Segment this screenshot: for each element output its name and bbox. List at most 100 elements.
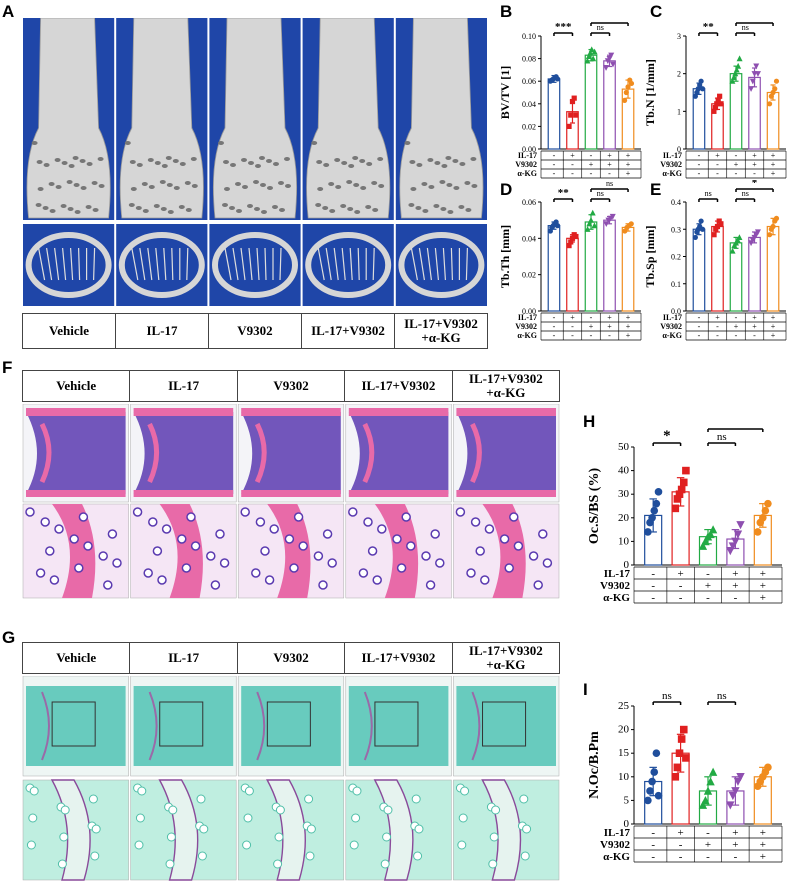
chart-tb-sp: Tb.Sp [mm]0.00.10.20.30.4ns ns*IL-17- + - + +… [643,180,787,341]
data-point [652,749,661,757]
trabecular-pore [464,181,471,185]
data-point [764,763,772,772]
data-point [591,222,598,229]
data-point [675,749,684,757]
cross-section-trabecula [442,247,446,281]
trabecular-pore [185,208,192,212]
he-marrow [348,412,449,494]
trabecular-pore [427,158,434,162]
factor-sign: + [607,151,612,160]
trap-tissue [241,686,341,766]
data-point [571,95,577,101]
factor-sign: + [626,322,631,331]
trabecular-pore [341,161,348,165]
trabecular-pore [410,187,417,191]
trabecular-pore [173,186,180,190]
trabecular-pore [285,184,291,188]
he-adipocyte [401,512,411,522]
trap-marrow-space [352,786,362,796]
factor-sign: - [735,169,738,178]
he-adipocyte [513,541,524,551]
he-adipocyte [284,534,295,544]
y-tick-label: 0.02 [522,271,536,280]
data-point [603,221,610,227]
y-tick-label: 0.0 [671,307,681,316]
y-tick-label: 50 [618,441,630,453]
trabecular-pore [279,208,285,212]
he-adipocyte [533,580,543,590]
data-point [761,506,770,515]
cross-section-cortex [212,232,298,298]
trabecular-pore [446,183,453,187]
factor-sign: + [760,851,766,863]
cross-section-trabecula [139,247,146,281]
he-adipocyte [83,541,93,551]
data-point [713,226,719,232]
factor-sign: - [706,568,710,580]
trap-marrow-space [522,824,532,834]
he-adipocyte [152,546,163,556]
he-adipocyte [219,558,230,568]
cross-section-trabecula [372,247,375,281]
y-tick-label: 0.00 [522,145,536,154]
factor-sign: - [590,169,593,178]
y-tick-label: 0.04 [522,234,536,243]
data-point [729,247,736,254]
factor-sign: + [626,160,631,169]
he-marrow [241,412,341,494]
trap-marrow-space [274,832,284,842]
data-point [671,773,680,781]
he-adipocyte [348,507,358,517]
bar [692,228,706,312]
trap-marrow-space [88,794,98,804]
he-cortex-bottom [456,490,556,497]
factor-sign: - [698,169,701,178]
data-point [711,108,717,114]
data-point [644,528,652,536]
cross-section-trabecula [325,247,332,281]
cross-section-trabecula [224,247,232,281]
trabecular-pore [404,141,411,145]
data-point [623,89,629,96]
group-label: V9302 [209,314,302,348]
trap-marrow-space [90,851,100,861]
chart-oc-s-bs: Oc.S/BS (%)01020304050*ns*IL-17-+-++V930… [587,425,783,604]
data-point [717,93,723,99]
trap-stain-images [22,676,560,881]
bar [621,226,635,312]
data-point [716,218,722,224]
significance-label: ns [606,180,613,188]
he-adipocyte [210,580,221,590]
trap-growth-plate [256,691,266,761]
factor-sign: + [715,313,720,322]
data-point [772,86,778,92]
data-point [731,537,740,546]
y-tick-label: 0.1 [671,280,681,289]
factor-sign: - [651,839,655,851]
data-point [711,232,717,238]
trabecular-pore [452,159,459,163]
factor-sign: - [698,160,701,169]
data-point [573,233,579,240]
cross-section-trabecula [62,247,67,281]
data-point [736,773,745,782]
he-adipocyte [358,568,369,578]
trabecular-pore [98,184,105,188]
trabecular-pore [311,141,318,145]
trabecular-pore [167,210,174,214]
cross-section-trabecula [186,247,189,281]
he-growth-plate-zoom [159,504,203,598]
data-point [732,70,739,77]
he-adipocyte [240,507,250,517]
cross-section-trabecula [349,247,353,281]
cross-section-cortex [118,232,205,298]
factor-sign: - [753,331,756,340]
factor-row-label: IL-17 [518,151,537,160]
cross-section-trabecula [232,247,239,281]
trabecular-pore [422,209,429,213]
factor-sign: + [626,313,631,322]
factor-sign: + [607,160,612,169]
y-axis-label: Tb.Th [mm] [498,225,512,288]
factor-sign: - [553,331,556,340]
